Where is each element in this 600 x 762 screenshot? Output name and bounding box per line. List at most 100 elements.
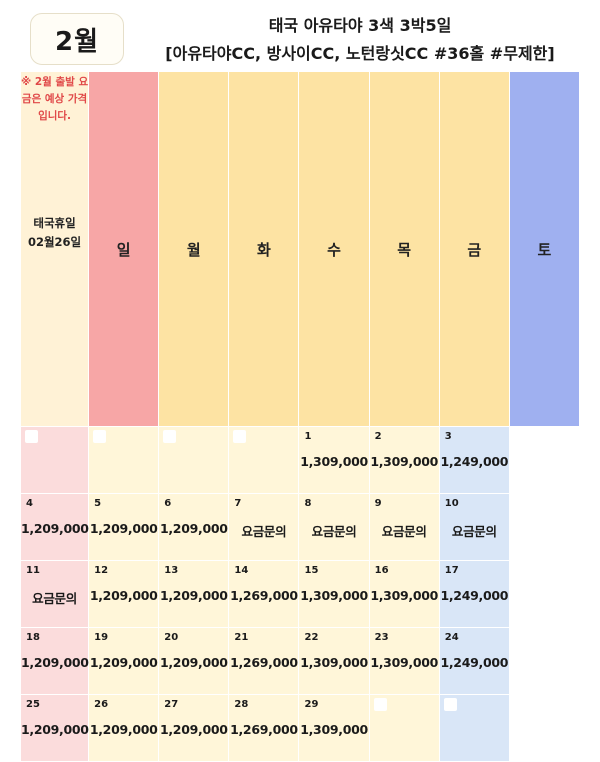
- day-number: 27: [164, 699, 179, 710]
- month-badge: 2월: [30, 13, 124, 65]
- weekday-fri: 금: [438, 71, 510, 427]
- day-cell[interactable]: 15 1,309,000: [298, 560, 370, 628]
- day-cell[interactable]: [228, 426, 300, 494]
- day-price: 1,309,000: [300, 655, 368, 670]
- day-cell[interactable]: 10 요금문의: [438, 493, 510, 561]
- day-number: 13: [164, 565, 179, 576]
- day-number: 2: [374, 431, 382, 442]
- day-cell[interactable]: 4 1,209,000: [19, 493, 90, 561]
- week-row: 4 1,209,000 5 1,209,000 6 1,209,000 7 요금문의 8…: [19, 493, 580, 561]
- weekday-thu: 목: [368, 71, 440, 427]
- day-number: 29: [304, 699, 319, 710]
- day-number: 20: [164, 632, 179, 643]
- day-cell[interactable]: [19, 426, 90, 494]
- day-price: 1,249,000: [440, 655, 509, 670]
- day-cell[interactable]: 16 1,309,000: [368, 560, 440, 628]
- day-cell[interactable]: 27 1,209,000: [158, 694, 230, 762]
- weekday-header-row: ※ 2월 출발 요금은 예상 가격 입니다. 태국휴일 02월26일 일 월 화…: [19, 71, 581, 427]
- day-cell[interactable]: 3 1,249,000: [438, 426, 510, 494]
- day-cell[interactable]: [368, 694, 440, 762]
- day-number: 21: [234, 632, 249, 643]
- week-row: 25 1,209,000 26 1,209,000 27 1,209,000 28 1,…: [19, 694, 580, 762]
- day-price: 요금문의: [381, 524, 427, 539]
- day-price: 1,209,000: [159, 722, 228, 737]
- day-cell[interactable]: 13 1,209,000: [158, 560, 230, 628]
- day-cell[interactable]: [88, 426, 160, 494]
- day-cell[interactable]: 12 1,209,000: [88, 560, 160, 628]
- day-price: 1,209,000: [89, 722, 158, 737]
- day-cell[interactable]: 5 1,209,000: [88, 493, 160, 561]
- day-cell[interactable]: 29 1,309,000: [298, 694, 370, 762]
- day-price: 1,249,000: [440, 454, 509, 469]
- day-price: 1,209,000: [21, 722, 89, 737]
- day-cell[interactable]: 9 요금문의: [368, 493, 440, 561]
- week-row: 11 요금문의 12 1,209,000 13 1,209,000 14 1,269,0…: [19, 560, 580, 628]
- weekday-tue: 화: [228, 71, 300, 427]
- day-price: 1,209,000: [159, 655, 228, 670]
- day-number: 23: [374, 632, 389, 643]
- day-cell[interactable]: 8 요금문의: [298, 493, 370, 561]
- day-number: 28: [234, 699, 249, 710]
- price-calendar: ※ 2월 출발 요금은 예상 가격 입니다. 태국휴일 02월26일 일 월 화…: [19, 71, 581, 762]
- day-number: 15: [304, 565, 319, 576]
- day-price: 요금문의: [241, 524, 287, 539]
- day-cell[interactable]: 20 1,209,000: [158, 627, 230, 695]
- day-cell[interactable]: [438, 694, 510, 762]
- day-cell[interactable]: 18 1,209,000: [19, 627, 90, 695]
- day-price: 1,309,000: [370, 454, 439, 469]
- day-price: 1,209,000: [21, 655, 89, 670]
- day-price: 1,309,000: [300, 722, 368, 737]
- empty-day-marker: [163, 430, 177, 443]
- day-cell[interactable]: 25 1,209,000: [19, 694, 90, 762]
- day-price: 1,249,000: [440, 588, 509, 603]
- holiday-note: 태국휴일 02월26일: [27, 216, 82, 249]
- page-title: 태국 아유타야 3색 3박5일: [268, 16, 452, 35]
- weekday-sun: 일: [88, 71, 160, 427]
- day-cell[interactable]: 21 1,269,000: [228, 627, 300, 695]
- day-cell[interactable]: 2 1,309,000: [368, 426, 440, 494]
- day-number: 24: [444, 632, 459, 643]
- empty-day-marker: [25, 430, 38, 443]
- day-number: 3: [444, 431, 452, 442]
- week-row: 1 1,309,000 2 1,309,000 3 1,249,000: [19, 426, 580, 494]
- day-price: 1,209,000: [89, 521, 158, 536]
- day-cell[interactable]: 6 1,209,000: [158, 493, 230, 561]
- day-price: 1,309,000: [370, 588, 439, 603]
- day-number: 26: [94, 699, 109, 710]
- day-number: 4: [26, 498, 33, 509]
- day-number: 8: [304, 498, 312, 509]
- side-note-column: ※ 2월 출발 요금은 예상 가격 입니다. 태국휴일 02월26일: [19, 71, 90, 427]
- day-price: 1,309,000: [300, 588, 368, 603]
- day-cell[interactable]: 28 1,269,000: [228, 694, 300, 762]
- week-row: 18 1,209,000 19 1,209,000 20 1,209,000 21 1,…: [19, 627, 580, 695]
- day-cell[interactable]: 11 요금문의: [19, 560, 90, 628]
- day-cell[interactable]: 17 1,249,000: [438, 560, 510, 628]
- day-cell[interactable]: 1 1,309,000: [298, 426, 370, 494]
- day-price: 1,209,000: [21, 521, 89, 536]
- day-number: 9: [374, 498, 382, 509]
- day-price: 1,309,000: [300, 454, 368, 469]
- day-price: 1,269,000: [230, 655, 298, 670]
- day-number: 5: [94, 498, 102, 509]
- day-cell[interactable]: 14 1,269,000: [228, 560, 300, 628]
- day-cell[interactable]: 23 1,309,000: [368, 627, 440, 695]
- day-price: 1,269,000: [230, 722, 298, 737]
- day-cell[interactable]: 22 1,309,000: [298, 627, 370, 695]
- page-subtitle: [아유타야CC, 방사이CC, 노턴랑싯CC #36홀 #무제한]: [165, 44, 555, 63]
- day-number: 17: [444, 565, 459, 576]
- day-number: 11: [26, 565, 40, 576]
- day-price: 1,209,000: [89, 655, 158, 670]
- day-cell[interactable]: 19 1,209,000: [88, 627, 160, 695]
- day-cell[interactable]: 7 요금문의: [228, 493, 300, 561]
- day-price: 요금문의: [311, 524, 357, 539]
- day-cell[interactable]: 26 1,209,000: [88, 694, 160, 762]
- day-cell[interactable]: [158, 426, 230, 494]
- day-price: 1,269,000: [230, 588, 298, 603]
- day-number: 22: [304, 632, 319, 643]
- day-number: 18: [26, 632, 40, 643]
- day-price: 요금문의: [32, 591, 77, 606]
- day-price: 1,209,000: [89, 588, 158, 603]
- day-cell[interactable]: 24 1,249,000: [438, 627, 510, 695]
- empty-day-marker: [373, 698, 387, 711]
- day-price: 요금문의: [451, 524, 497, 539]
